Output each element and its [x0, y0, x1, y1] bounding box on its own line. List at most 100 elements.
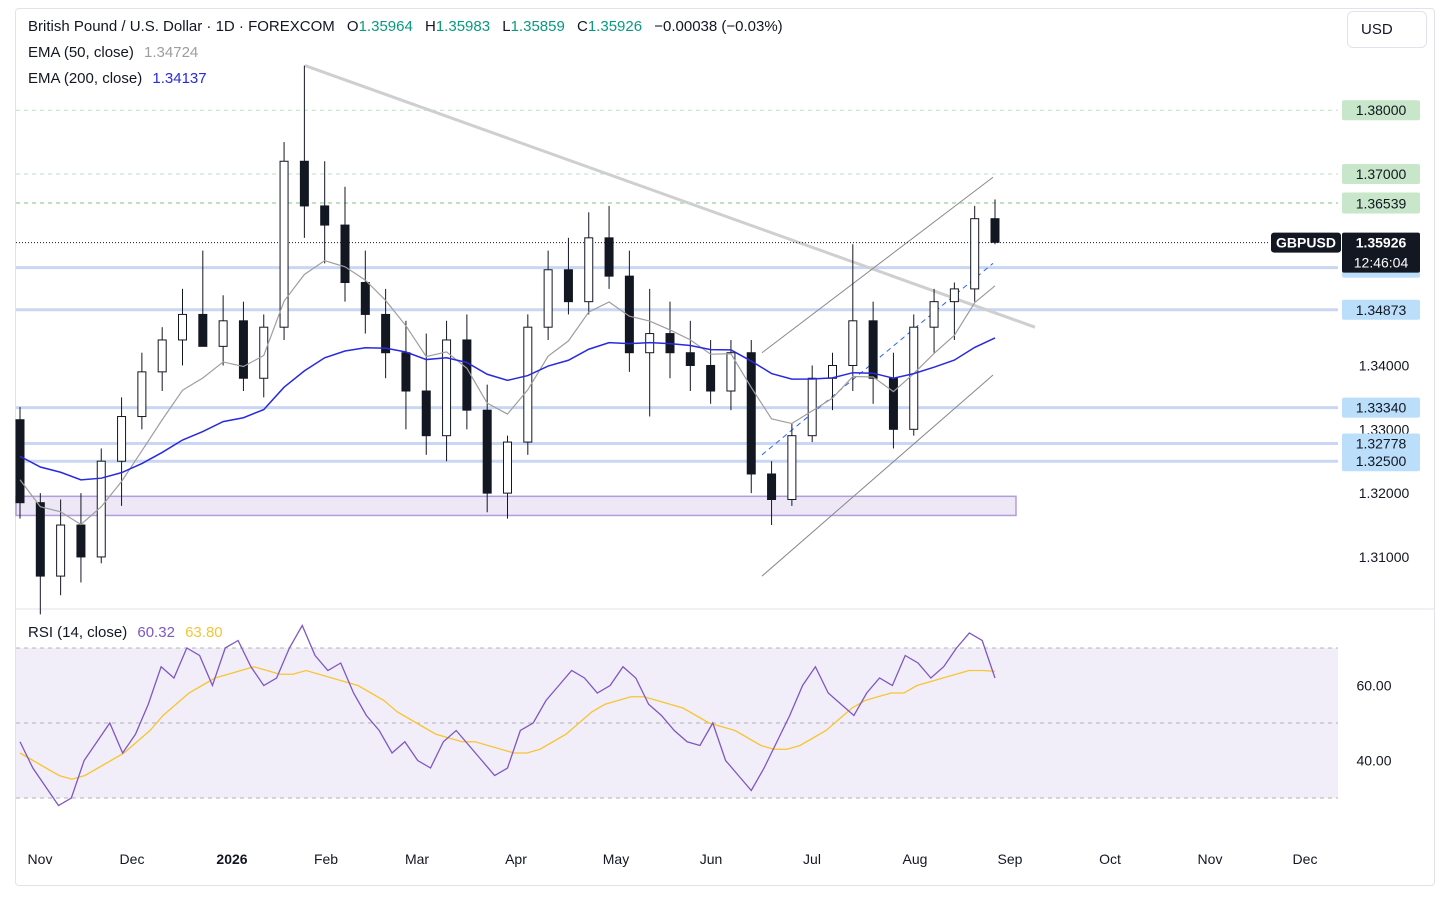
candle [665, 301, 675, 379]
time-tick-label: Jun [700, 851, 723, 867]
candle-body [584, 237, 594, 303]
symbol-title[interactable]: British Pound / U.S. Dollar · 1D · FOREX… [28, 18, 335, 35]
candle-body [96, 460, 106, 558]
level-badge-bg [1342, 433, 1420, 454]
candle [238, 301, 248, 392]
candle [767, 461, 777, 526]
candle [645, 288, 655, 417]
level-badge-label: 1.33340 [1356, 400, 1407, 416]
candle [726, 339, 736, 411]
rsi-band [16, 648, 1338, 798]
candle [401, 320, 411, 430]
candle-body [340, 224, 350, 284]
candle [442, 320, 452, 462]
candle-body [442, 339, 452, 437]
level-badge: 1.38000 [1342, 100, 1420, 121]
channel-upper-line [761, 176, 994, 354]
level-badge-bg [1342, 299, 1420, 320]
candle [563, 237, 573, 315]
time-tick-label: Nov [28, 851, 53, 867]
level-badge-label: 1.38000 [1356, 102, 1407, 118]
channel-lower-line [761, 374, 994, 577]
candle-body [401, 352, 411, 392]
candle-body [746, 352, 756, 475]
candle-body [685, 352, 695, 366]
candle-body [706, 364, 716, 392]
candle-body [787, 435, 797, 501]
candle [888, 352, 898, 449]
candle [929, 288, 939, 353]
time-tick-label: Mar [405, 851, 429, 867]
candle-body [970, 218, 980, 290]
candle [15, 406, 25, 519]
candle-body [503, 441, 512, 494]
currency-button[interactable]: USD [1347, 11, 1427, 48]
candle [685, 320, 695, 392]
level-badge: 1.32500 [1342, 451, 1420, 472]
candle-body [523, 326, 533, 443]
candle-body [624, 275, 634, 354]
candle [157, 327, 167, 392]
time-tick-label: May [603, 851, 629, 867]
rsi-tick-label: 60.00 [1356, 678, 1391, 694]
level-badge: 1.34873 [1342, 299, 1420, 320]
candle-body [117, 416, 127, 462]
rsi-ma-line [19, 666, 996, 780]
candle [949, 282, 959, 340]
symbol-badge-bg [1271, 232, 1341, 253]
candle-body [157, 339, 167, 373]
candle [482, 384, 492, 513]
rsi-legend[interactable]: RSI (14, close) 60.32 63.80 [28, 624, 223, 641]
candle-body [929, 301, 939, 328]
ema200-legend[interactable]: EMA (200, close) 1.34137 [28, 70, 207, 87]
candle [56, 499, 66, 596]
candle-body [259, 326, 269, 379]
time-tick-label: Jul [803, 851, 821, 867]
support-zone [15, 495, 1017, 517]
candle [503, 435, 512, 519]
candle-body [888, 377, 898, 430]
level-badge-label: 1.34873 [1356, 302, 1407, 318]
candle [279, 142, 289, 340]
ema200-label: EMA (200, close) [28, 70, 143, 87]
price-tick-label: 1.32000 [1359, 485, 1410, 501]
candle [137, 352, 147, 430]
rsi-value: 60.32 [137, 624, 175, 641]
price-tick-label: 1.34000 [1359, 357, 1410, 373]
candle-body [198, 313, 208, 347]
candle [299, 65, 309, 238]
candle-body [604, 237, 614, 277]
candle [117, 397, 127, 506]
candle-body [137, 371, 147, 418]
candle-body [360, 282, 370, 315]
candle-body [178, 313, 187, 341]
candle-body [56, 524, 66, 577]
candle-body [726, 352, 736, 392]
candle-body [990, 218, 1000, 243]
candle-body [299, 160, 309, 207]
ema50-legend[interactable]: EMA (50, close) 1.34724 [28, 44, 198, 61]
level-badge-bg [1342, 451, 1420, 472]
candle [218, 295, 228, 366]
time-tick-label: Feb [314, 851, 338, 867]
price-tick-label: 1.31000 [1359, 549, 1410, 565]
candle [807, 365, 817, 443]
ohlc-low: L1.35859 [502, 18, 565, 35]
candle [848, 244, 858, 392]
rsi-tick-label: 40.00 [1356, 753, 1391, 769]
level-badge-label: 1.32500 [1356, 453, 1407, 469]
time-tick-label: Aug [903, 851, 928, 867]
candle-body [279, 160, 289, 328]
candle-body [482, 409, 492, 494]
candle [178, 288, 187, 366]
candle-body [767, 473, 777, 501]
rsi-ma-value: 63.80 [185, 624, 223, 641]
level-badge-label: 1.32778 [1356, 435, 1407, 451]
candle-body [807, 377, 817, 437]
candle [523, 314, 533, 455]
ema50-label: EMA (50, close) [28, 44, 134, 61]
candle-body [421, 390, 431, 437]
candle-body [218, 320, 228, 347]
current-price-label: 1.35926 [1356, 235, 1407, 251]
